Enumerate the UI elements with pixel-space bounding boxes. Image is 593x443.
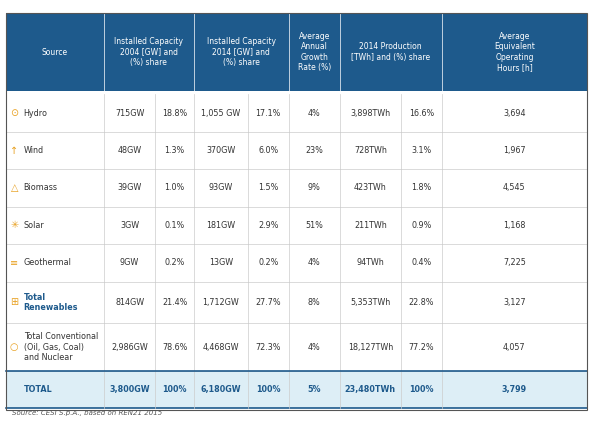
Text: 100%: 100%: [256, 385, 280, 394]
Text: ⊞: ⊞: [10, 297, 18, 307]
Text: 3GW: 3GW: [120, 221, 139, 230]
Text: 3,799: 3,799: [502, 385, 527, 394]
Text: 100%: 100%: [409, 385, 433, 394]
Text: 4%: 4%: [308, 342, 321, 352]
Text: 1.5%: 1.5%: [258, 183, 279, 192]
Text: Average
Equivalent
Operating
Hours [h]: Average Equivalent Operating Hours [h]: [494, 32, 535, 72]
Text: 211TWh: 211TWh: [354, 221, 387, 230]
Text: 4%: 4%: [308, 109, 321, 117]
Text: 5%: 5%: [308, 385, 321, 394]
Text: 8%: 8%: [308, 298, 321, 307]
Text: 181GW: 181GW: [206, 221, 235, 230]
Text: 0.4%: 0.4%: [411, 258, 432, 267]
Text: 7,225: 7,225: [503, 258, 526, 267]
Text: 9%: 9%: [308, 183, 321, 192]
Text: 0.9%: 0.9%: [411, 221, 432, 230]
Text: 5,353TWh: 5,353TWh: [350, 298, 390, 307]
Bar: [6, 13, 587, 410]
Text: Total Conventional
(Oil, Gas, Coal)
and Nuclear: Total Conventional (Oil, Gas, Coal) and …: [24, 332, 98, 362]
Text: 16.6%: 16.6%: [409, 109, 434, 117]
Text: 728TWh: 728TWh: [354, 146, 387, 155]
Text: 13GW: 13GW: [209, 258, 233, 267]
Text: 17.1%: 17.1%: [256, 109, 281, 117]
Text: 18.8%: 18.8%: [162, 109, 187, 117]
Text: Total
Renewables: Total Renewables: [24, 293, 78, 312]
Text: 0.1%: 0.1%: [164, 221, 185, 230]
Text: 51%: 51%: [305, 221, 323, 230]
Text: 1,168: 1,168: [503, 221, 525, 230]
Text: 3,898TWh: 3,898TWh: [350, 109, 390, 117]
Text: 9GW: 9GW: [120, 258, 139, 267]
Text: 3,800GW: 3,800GW: [109, 385, 150, 394]
Text: 94TWh: 94TWh: [356, 258, 384, 267]
Text: ↑: ↑: [10, 145, 18, 155]
Text: 100%: 100%: [162, 385, 187, 394]
Text: Installed Capacity
2014 [GW] and
(%) share: Installed Capacity 2014 [GW] and (%) sha…: [207, 37, 276, 67]
Text: 4,545: 4,545: [503, 183, 526, 192]
Text: 18,127TWh: 18,127TWh: [347, 342, 393, 352]
Text: 39GW: 39GW: [117, 183, 142, 192]
Text: Hydro: Hydro: [24, 109, 47, 117]
Text: 1.3%: 1.3%: [164, 146, 185, 155]
Text: 72.3%: 72.3%: [256, 342, 281, 352]
Text: 1,712GW: 1,712GW: [203, 298, 239, 307]
Text: 27.7%: 27.7%: [256, 298, 281, 307]
Text: 2014 Production
[TWh] and (%) share: 2014 Production [TWh] and (%) share: [351, 43, 431, 62]
Text: Wind: Wind: [24, 146, 44, 155]
Text: 4,057: 4,057: [503, 342, 526, 352]
Text: ✳: ✳: [10, 220, 18, 230]
Text: 0.2%: 0.2%: [258, 258, 279, 267]
Text: 6.0%: 6.0%: [258, 146, 279, 155]
Text: 423TWh: 423TWh: [354, 183, 387, 192]
Text: 1,055 GW: 1,055 GW: [201, 109, 241, 117]
Text: 1.8%: 1.8%: [411, 183, 432, 192]
Text: 48GW: 48GW: [117, 146, 142, 155]
Text: 21.4%: 21.4%: [162, 298, 187, 307]
Bar: [6, 13, 587, 91]
Text: 715GW: 715GW: [115, 109, 144, 117]
Text: 22.8%: 22.8%: [409, 298, 434, 307]
Text: Installed Capacity
2004 [GW] and
(%) share: Installed Capacity 2004 [GW] and (%) sha…: [114, 37, 183, 67]
Text: 3,694: 3,694: [503, 109, 525, 117]
Text: 1.0%: 1.0%: [164, 183, 185, 192]
Text: 77.2%: 77.2%: [409, 342, 434, 352]
Text: 814GW: 814GW: [115, 298, 144, 307]
Text: 0.2%: 0.2%: [164, 258, 185, 267]
Text: 93GW: 93GW: [209, 183, 233, 192]
Text: 2,986GW: 2,986GW: [111, 342, 148, 352]
Text: Biomass: Biomass: [24, 183, 58, 192]
Text: 2.9%: 2.9%: [258, 221, 279, 230]
Text: 4,468GW: 4,468GW: [203, 342, 239, 352]
Text: 3.1%: 3.1%: [411, 146, 432, 155]
Text: △: △: [11, 183, 18, 193]
Text: TOTAL: TOTAL: [24, 385, 52, 394]
Text: 23,480TWh: 23,480TWh: [345, 385, 396, 394]
Text: 370GW: 370GW: [206, 146, 235, 155]
Text: Average
Annual
Growth
Rate (%): Average Annual Growth Rate (%): [298, 32, 331, 72]
Text: Solar: Solar: [24, 221, 44, 230]
Text: ○: ○: [10, 342, 18, 352]
Text: Geothermal: Geothermal: [24, 258, 72, 267]
Text: 4%: 4%: [308, 258, 321, 267]
Text: 3,127: 3,127: [503, 298, 526, 307]
Text: Source: Source: [42, 47, 68, 57]
Text: ≡: ≡: [10, 258, 18, 268]
Text: Source: CESI S.p.A., based on REN21 2015: Source: CESI S.p.A., based on REN21 2015: [12, 410, 162, 416]
Text: 23%: 23%: [305, 146, 323, 155]
Text: 78.6%: 78.6%: [162, 342, 187, 352]
Text: 1,967: 1,967: [503, 146, 526, 155]
Text: 6,180GW: 6,180GW: [200, 385, 241, 394]
Text: ⊙: ⊙: [10, 108, 18, 118]
Bar: [6, 371, 587, 408]
